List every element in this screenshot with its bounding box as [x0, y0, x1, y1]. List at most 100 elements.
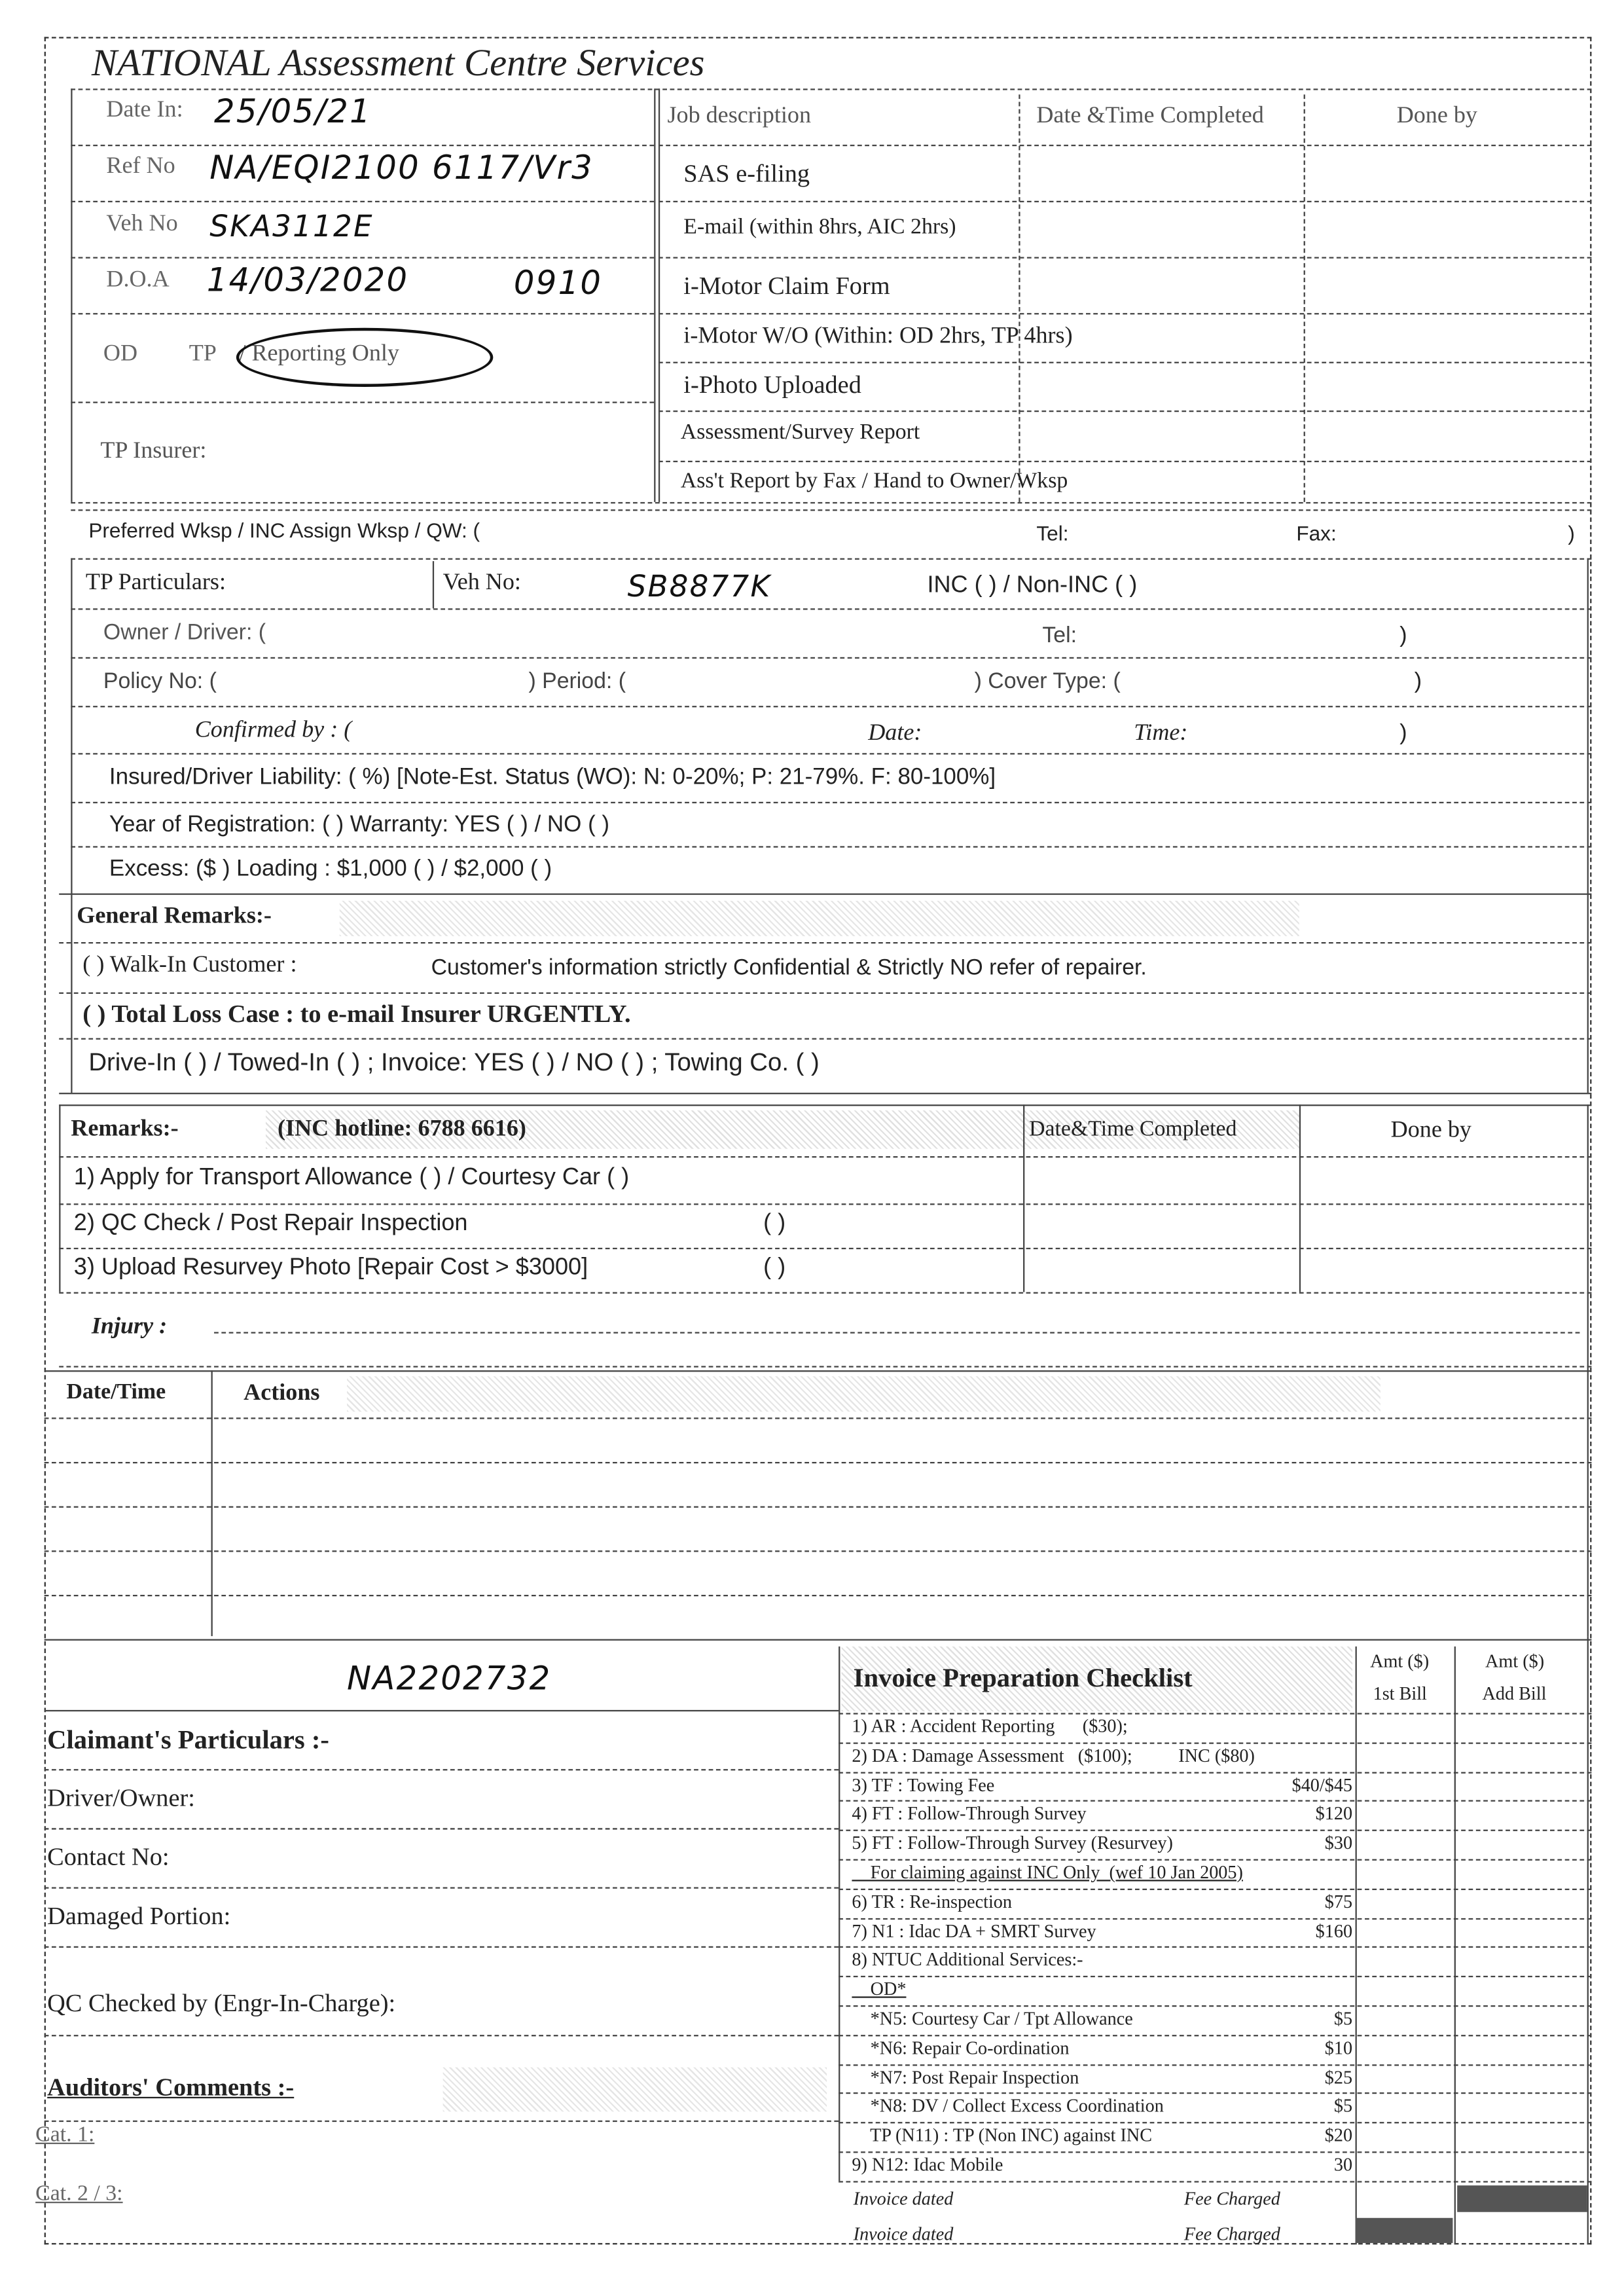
remark-item: 1) Apply for Transport Allowance ( ) / C…	[73, 1165, 630, 1190]
doa-value: 14/03/2020	[206, 263, 409, 300]
checklist-price: $20	[1324, 2125, 1353, 2146]
checklist-item: TP (N11) : TP (Non INC) against INC	[852, 2125, 1153, 2146]
row-divider	[839, 2005, 1592, 2007]
tp-particulars-label: TP Particulars:	[85, 570, 226, 595]
row-divider	[839, 1800, 1592, 1802]
amt-add-header: Amt ($)	[1485, 1650, 1545, 1672]
date-time-completed-header: Date &Time Completed	[1036, 103, 1264, 129]
confirmed-time-label: Time:	[1134, 720, 1188, 746]
job-item: E-mail (within 8hrs, AIC 2hrs)	[683, 215, 956, 240]
job-item: Assessment/Survey Report	[680, 420, 920, 445]
auditors-comments-label: Auditors' Comments :-	[47, 2073, 295, 2102]
row-divider	[839, 1742, 1592, 1744]
checklist-price: $25	[1324, 2066, 1353, 2088]
row-divider	[839, 1859, 1592, 1861]
remark-item: 2) QC Check / Post Repair Inspection	[73, 1211, 468, 1236]
row-divider	[839, 1917, 1592, 1920]
qc-checked-label: QC Checked by (Engr-In-Charge):	[47, 1989, 396, 2018]
actions-header: Actions	[244, 1380, 320, 1406]
veh-no-value: SKA3112E	[209, 208, 374, 244]
tp-veh-no-value: SB8877K	[627, 568, 772, 604]
bracket: )	[1399, 623, 1407, 649]
owner-driver-label: Owner / Driver: (	[103, 620, 266, 646]
checklist-item: For claiming against INC Only (wef 10 Ja…	[852, 1862, 1243, 1883]
job-item: SAS e-filing	[683, 159, 810, 188]
row-divider	[839, 2064, 1592, 2066]
bracket: ( )	[763, 1211, 786, 1236]
invoice-dated-label: Invoice dated	[853, 2223, 954, 2245]
checklist-item: 4) FT : Follow-Through Survey	[852, 1803, 1087, 1825]
cover-type-label: ) Cover Type: (	[974, 668, 1121, 695]
bracket: ( )	[763, 1255, 786, 1281]
claimant-title: Claimant's Particulars :-	[47, 1724, 329, 1755]
redacted-stamp	[1457, 2185, 1587, 2212]
row-divider	[839, 1946, 1592, 1948]
claim-ref-handwritten: NA2202732	[347, 1661, 552, 1698]
checklist-price: $10	[1324, 2037, 1353, 2058]
checklist-price: $75	[1324, 1891, 1353, 1912]
drive-in-row: Drive-In ( ) / Towed-In ( ) ; Invoice: Y…	[88, 1048, 820, 1077]
ref-no-label: Ref No	[106, 153, 175, 179]
form-frame	[44, 37, 1592, 2245]
job-item: i-Motor W/O (Within: OD 2hrs, TP 4hrs)	[683, 323, 1073, 349]
job-item: i-Photo Uploaded	[683, 371, 861, 399]
row-divider	[839, 1713, 1592, 1715]
checklist-price: $5	[1333, 2008, 1353, 2030]
actions-date-header: Date/Time	[66, 1380, 166, 1404]
tp-insurer-label: TP Insurer:	[100, 438, 207, 464]
confirmed-by-label: Confirmed by : (	[194, 718, 352, 743]
policy-no-label: Policy No: (	[103, 668, 217, 695]
tp-option: TP	[189, 341, 217, 367]
workshop-fax: Fax:	[1296, 521, 1337, 545]
bracket: )	[1568, 521, 1575, 545]
bracket: )	[1399, 720, 1407, 746]
contact-no-label: Contact No:	[47, 1842, 170, 1871]
liability-row: Insured/Driver Liability: ( %) [Note-Est…	[109, 765, 996, 790]
amt-1st-header: Amt ($)	[1370, 1650, 1430, 1672]
checklist-price: $160	[1315, 1920, 1353, 1942]
row-divider	[839, 1829, 1592, 1832]
checklist-price: $30	[1324, 1832, 1353, 1854]
doa-time: 0910	[513, 265, 603, 303]
checklist-item: 8) NTUC Additional Services:-	[852, 1950, 1083, 1971]
veh-no-label: Veh No	[106, 211, 178, 236]
date-in-value: 25/05/21	[214, 94, 372, 132]
remarks-date-header: Date&Time Completed	[1029, 1118, 1237, 1142]
checklist-item: OD*	[852, 1978, 907, 2000]
injury-label: Injury :	[91, 1314, 168, 1339]
inc-option: INC ( ) / Non-INC ( )	[927, 573, 1138, 598]
handwritten-circle	[236, 327, 494, 387]
ref-no-value: NA/EQI2100 6117/Vr3	[209, 151, 594, 188]
checklist-price: $5	[1333, 2096, 1353, 2117]
checklist-price: $120	[1315, 1803, 1353, 1825]
inc-hotline: (INC hotline: 6788 6616)	[278, 1116, 526, 1142]
workshop-tel: Tel:	[1036, 521, 1069, 545]
checklist-item: *N6: Repair Co-ordination	[852, 2037, 1070, 2058]
row-divider	[839, 1976, 1592, 1978]
checklist-item: 1) AR : Accident Reporting ($30);	[852, 1715, 1128, 1737]
year-warranty-row: Year of Registration: ( ) Warranty: YES …	[109, 812, 610, 837]
checklist-item: 2) DA : Damage Assessment ($100); INC ($…	[852, 1745, 1255, 1766]
excess-loading-row: Excess: ($ ) Loading : $1,000 ( ) / $2,0…	[109, 856, 552, 882]
checklist-price: $40/$45	[1291, 1774, 1353, 1795]
row-divider	[839, 2092, 1592, 2095]
redacted-stamp	[1355, 2217, 1453, 2244]
driver-owner-label: Driver/Owner:	[47, 1783, 195, 1812]
remarks-done-by-header: Done by	[1390, 1118, 1471, 1143]
invoice-dated-label: Invoice dated	[853, 2188, 954, 2210]
form-title: NATIONAL Assessment Centre Services	[91, 41, 705, 84]
bracket: )	[1414, 668, 1422, 695]
workshop-label: Preferred Wksp / INC Assign Wksp / QW: (	[88, 518, 480, 542]
job-item: Ass't Report by Fax / Hand to Owner/Wksp	[680, 469, 1068, 494]
checklist-item: 9) N12: Idac Mobile	[852, 2154, 1003, 2176]
row-divider	[839, 2122, 1592, 2124]
row-divider	[839, 2151, 1592, 2153]
row-divider	[839, 2034, 1592, 2036]
walk-in-note: Customer's information strictly Confiden…	[431, 955, 1147, 981]
row-divider	[839, 1888, 1592, 1890]
job-item: i-Motor Claim Form	[683, 272, 890, 300]
checklist-item: *N7: Post Repair Inspection	[852, 2066, 1079, 2088]
tp-veh-no-label: Veh No:	[442, 570, 521, 595]
checklist-item: *N8: DV / Collect Excess Coordination	[852, 2096, 1164, 2117]
redacted-area	[339, 900, 1299, 936]
